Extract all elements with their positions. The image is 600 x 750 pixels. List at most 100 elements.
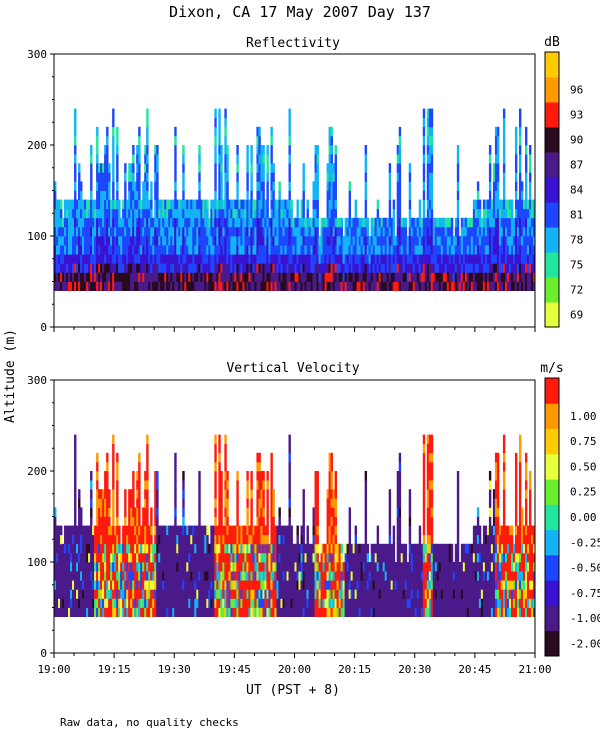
reflectivity-cell	[486, 245, 490, 255]
velocity-cell	[96, 461, 99, 472]
reflectivity-cell	[396, 154, 400, 164]
reflectivity-cell	[408, 281, 412, 291]
velocity-cell	[418, 571, 422, 581]
reflectivity-cell	[370, 226, 374, 237]
velocity-cell	[198, 543, 201, 554]
reflectivity-cell	[232, 226, 235, 237]
velocity-cell	[338, 580, 341, 590]
reflectivity-cell	[204, 217, 207, 228]
reflectivity-cell	[144, 226, 147, 237]
reflectivity-cell	[120, 217, 123, 228]
reflectivity-cell	[216, 263, 219, 273]
reflectivity-cell	[138, 172, 141, 182]
reflectivity-cell	[530, 245, 534, 255]
reflectivity-cell	[452, 245, 456, 255]
velocity-cell	[228, 589, 231, 599]
velocity-cell	[236, 480, 239, 490]
velocity-cell	[164, 534, 167, 545]
velocity-cell	[306, 598, 309, 608]
reflectivity-cell	[70, 263, 73, 273]
reflectivity-cell	[144, 154, 147, 164]
velocity-cell	[188, 525, 191, 536]
reflectivity-cell	[160, 236, 163, 246]
velocity-cell	[208, 543, 211, 554]
reflectivity-cell	[314, 145, 317, 155]
reflectivity-cell	[108, 245, 111, 255]
reflectivity-cell	[410, 217, 414, 228]
reflectivity-cell	[256, 135, 259, 146]
velocity-cell	[122, 580, 125, 590]
reflectivity-cell	[532, 226, 536, 237]
reflectivity-cell	[402, 217, 406, 228]
velocity-cell	[224, 598, 227, 608]
reflectivity-cell	[408, 263, 412, 273]
velocity-cell	[194, 552, 197, 563]
reflectivity-cell	[400, 236, 404, 246]
velocity-cell	[206, 571, 209, 581]
reflectivity-cell	[146, 181, 149, 191]
velocity-cell	[344, 607, 348, 617]
velocity-cell	[136, 571, 139, 581]
velocity-cell	[256, 580, 259, 590]
reflectivity-cell	[324, 217, 327, 228]
reflectivity-cell	[288, 199, 291, 210]
reflectivity-cell	[180, 254, 183, 264]
reflectivity-cell	[290, 226, 293, 237]
reflectivity-cell	[468, 281, 472, 291]
reflectivity-cell	[398, 226, 402, 237]
velocity-cell	[388, 580, 392, 590]
reflectivity-cell	[466, 281, 470, 291]
velocity-cell	[356, 607, 360, 617]
reflectivity-cell	[226, 217, 229, 228]
velocity-cell	[104, 498, 107, 508]
reflectivity-cell	[278, 245, 281, 255]
reflectivity-cell	[328, 272, 331, 282]
reflectivity-cell	[62, 272, 65, 282]
reflectivity-cell	[366, 263, 370, 273]
velocity-cell	[208, 607, 211, 617]
reflectivity-cell	[194, 199, 197, 210]
velocity-cell	[198, 498, 201, 508]
velocity-cell	[156, 516, 159, 526]
velocity-cell	[252, 534, 255, 545]
reflectivity-cell	[502, 117, 506, 128]
reflectivity-cell	[296, 254, 299, 264]
velocity-cell	[60, 580, 63, 590]
velocity-cell	[392, 525, 396, 536]
velocity-cell	[100, 543, 103, 554]
reflectivity-cell	[110, 281, 113, 291]
reflectivity-cell	[262, 199, 265, 210]
reflectivity-cell	[124, 163, 127, 173]
velocity-cell	[86, 598, 89, 608]
reflectivity-cell	[182, 236, 185, 246]
velocity-cell	[332, 607, 335, 617]
velocity-cell	[398, 562, 402, 572]
reflectivity-cell	[432, 226, 436, 237]
velocity-cell	[96, 480, 99, 490]
reflectivity-cell	[54, 281, 57, 291]
reflectivity-cell	[276, 263, 279, 273]
reflectivity-cell	[180, 199, 183, 210]
reflectivity-cell	[436, 281, 440, 291]
velocity-cell	[208, 580, 211, 590]
velocity-cell	[338, 562, 341, 572]
reflectivity-cell	[92, 199, 95, 210]
reflectivity-cell	[128, 263, 131, 273]
velocity-cell	[140, 571, 143, 581]
reflectivity-cell	[514, 172, 518, 182]
velocity-cell	[210, 589, 213, 599]
velocity-cell	[108, 580, 111, 590]
reflectivity-cell	[210, 208, 213, 219]
velocity-cell	[358, 552, 362, 563]
reflectivity-cell	[488, 163, 492, 173]
reflectivity-cell	[428, 190, 432, 200]
velocity-cell	[270, 552, 273, 563]
reflectivity-cell	[266, 226, 269, 237]
reflectivity-cell	[502, 163, 506, 173]
reflectivity-cell	[102, 208, 105, 219]
reflectivity-cell	[512, 272, 516, 282]
reflectivity-cell	[130, 190, 133, 200]
reflectivity-cell	[378, 226, 382, 237]
velocity-cell	[182, 498, 185, 508]
reflectivity-cell	[338, 217, 341, 228]
